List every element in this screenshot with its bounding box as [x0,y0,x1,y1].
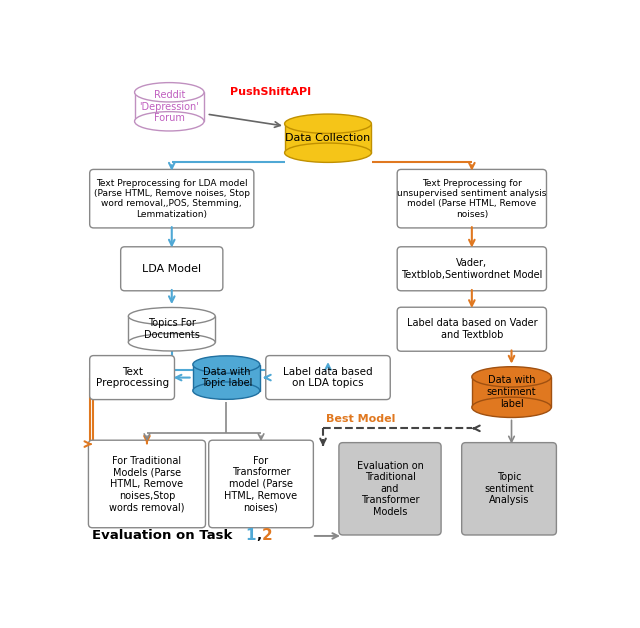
Text: Topic
sentiment
Analysis: Topic sentiment Analysis [484,472,534,506]
Ellipse shape [134,83,204,102]
FancyBboxPatch shape [266,355,390,399]
FancyBboxPatch shape [397,247,547,291]
Text: Data with
Topic label: Data with Topic label [200,367,252,388]
Text: PushShiftAPI: PushShiftAPI [230,87,312,97]
FancyBboxPatch shape [397,307,547,351]
Text: Text Preprocessing for LDA model
(Parse HTML, Remove noises, Stop
word removal,,: Text Preprocessing for LDA model (Parse … [93,178,250,219]
FancyBboxPatch shape [397,170,547,228]
Text: ,: , [256,529,261,543]
Ellipse shape [472,397,551,418]
FancyBboxPatch shape [193,364,260,391]
FancyBboxPatch shape [90,355,175,399]
FancyBboxPatch shape [285,124,371,153]
Text: Topics For
Documents: Topics For Documents [144,318,200,340]
Text: Evaluation on Task: Evaluation on Task [92,529,237,543]
Text: Data with
sentiment
label: Data with sentiment label [486,376,536,409]
FancyBboxPatch shape [90,170,254,228]
Ellipse shape [134,112,204,131]
FancyBboxPatch shape [129,316,215,342]
Ellipse shape [285,143,371,163]
Ellipse shape [472,367,551,387]
Text: LDA Model: LDA Model [142,264,202,274]
FancyBboxPatch shape [121,247,223,291]
Text: Best Model: Best Model [326,414,395,425]
Text: Label data based
on LDA topics: Label data based on LDA topics [283,367,373,388]
FancyBboxPatch shape [472,377,551,408]
Text: For
Transformer
model (Parse
HTML, Remove
noises): For Transformer model (Parse HTML, Remov… [225,456,298,512]
FancyBboxPatch shape [461,443,556,535]
FancyBboxPatch shape [134,92,204,121]
FancyBboxPatch shape [209,440,314,528]
Ellipse shape [193,356,260,373]
Ellipse shape [285,114,371,133]
Text: Label data based on Vader
and Textblob: Label data based on Vader and Textblob [406,318,537,340]
Text: Text Preprocessing for
unsupervised sentiment analysis
model (Parse HTML, Remove: Text Preprocessing for unsupervised sent… [397,178,547,219]
Text: Data Collection: Data Collection [285,133,371,143]
Text: 1: 1 [245,528,255,543]
Text: 2: 2 [262,528,273,543]
Ellipse shape [193,382,260,399]
Ellipse shape [129,333,215,351]
Text: Reddit
'Depression'
Forum: Reddit 'Depression' Forum [140,90,199,123]
Text: Evaluation on
Traditional
and
Transformer
Models: Evaluation on Traditional and Transforme… [356,460,424,517]
Text: For Traditional
Models (Parse
HTML, Remove
noises,Stop
words removal): For Traditional Models (Parse HTML, Remo… [109,456,185,512]
Ellipse shape [129,308,215,325]
FancyBboxPatch shape [88,440,205,528]
Text: Text
Preprocessing: Text Preprocessing [95,367,169,388]
Text: Vader,
Textblob,Sentiwordnet Model: Vader, Textblob,Sentiwordnet Model [401,258,543,279]
FancyBboxPatch shape [339,443,441,535]
